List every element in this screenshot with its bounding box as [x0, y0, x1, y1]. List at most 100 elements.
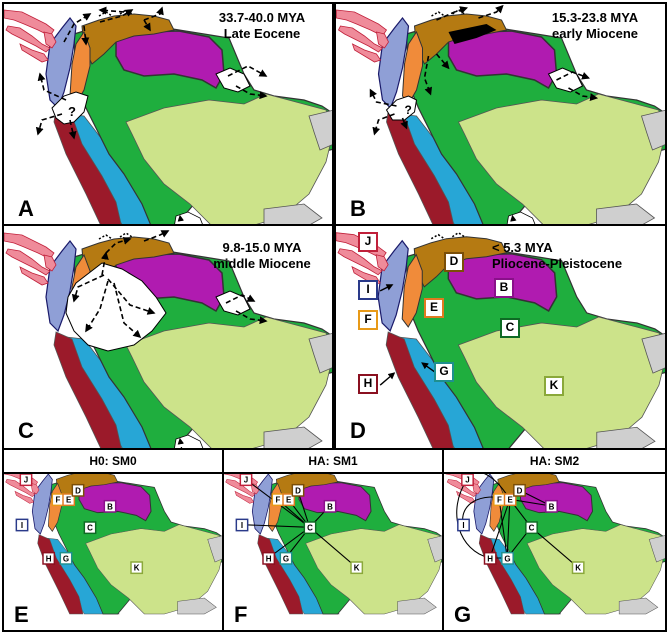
question-mark: ? [68, 104, 76, 119]
panel-letter: C [18, 418, 34, 443]
connection-line [309, 526, 357, 568]
grey-region [618, 597, 659, 615]
area-label-e: E [507, 496, 513, 505]
panel-letter: B [350, 196, 366, 221]
area-label-j: J [24, 476, 28, 485]
grey-region [177, 597, 217, 615]
area-box-h [42, 551, 56, 565]
connection-line [509, 498, 552, 507]
area-label-d: D [517, 486, 523, 495]
area-label-c: C [529, 524, 535, 533]
pebas-lake [51, 91, 89, 125]
central-america-region [30, 482, 40, 495]
guiana-shield-region [447, 30, 558, 90]
panel-d: < 5.3 MYA Pliocene-Pleistocene D J D I B … [334, 224, 667, 450]
dispersal-arrow [113, 282, 142, 339]
dispersal-arrow [369, 88, 397, 107]
area-box-i: I [358, 280, 378, 300]
map-e: J I F ED B C H G K [4, 464, 222, 615]
central-america-region [250, 482, 260, 495]
central-america-region [375, 254, 389, 272]
amazon-mouth-incursion [215, 67, 251, 93]
dispersal-arrow [35, 113, 63, 136]
area-box-g [59, 551, 73, 565]
area-label-i: I [21, 521, 23, 530]
inlet-arrow [177, 214, 185, 224]
area-box-f: F [358, 310, 378, 330]
dispersal-arrow [143, 230, 170, 242]
central-america-region [234, 490, 255, 504]
area-label-k: K [134, 564, 140, 573]
area-label-g: G [283, 554, 289, 563]
brazilian-shield-region [85, 524, 222, 615]
dispersal-arrow [71, 274, 105, 303]
area-label-k: K [575, 564, 581, 573]
area-label-b: B [107, 502, 113, 511]
area-label-h: H [46, 554, 52, 563]
area-label-e: E [66, 496, 72, 505]
inlet-arrow [177, 437, 185, 448]
area-label-b: B [327, 502, 333, 511]
area-box-c [83, 521, 97, 535]
grey-region [641, 333, 665, 374]
dispersal-arrow [105, 236, 132, 254]
panel-a: ? 33.7-40.0 MYA Late Eocene A [2, 2, 334, 226]
area-box-c [525, 521, 538, 535]
area-box-k [350, 561, 364, 575]
central-america-region [43, 254, 57, 272]
dispersal-arrow [98, 6, 125, 15]
area-box-h: H [358, 374, 378, 394]
map-a: ? [4, 4, 332, 224]
area-label-j: J [244, 476, 248, 485]
dispersal-arrow [37, 72, 67, 101]
grey-region [263, 203, 323, 224]
grey-region [308, 333, 332, 374]
area-box-j [19, 473, 33, 487]
area-box-d [291, 483, 305, 497]
panel-letter: A [18, 196, 34, 221]
dispersal-arrow [85, 280, 109, 333]
dispersal-arrow [478, 4, 504, 19]
dispersal-arrow [235, 310, 268, 325]
area-label-f: F [276, 496, 281, 505]
area-box-i [457, 518, 470, 532]
connection-line [268, 526, 310, 559]
era-label: 33.7-40.0 MYA Late Eocene [218, 10, 306, 41]
dispersal-arrow [235, 85, 268, 100]
dispersal-arrow [81, 25, 90, 46]
area-box-b [545, 499, 558, 513]
central-america-region [14, 490, 35, 504]
caribbean-islands [430, 231, 465, 240]
pointer-h [379, 372, 396, 386]
andes-region [53, 331, 122, 448]
central-america-region [19, 266, 49, 286]
central-america-region [376, 31, 389, 49]
inlet-arrow [510, 214, 517, 224]
area-label-g: G [63, 554, 69, 563]
area-box-h [262, 551, 276, 565]
era-label: < 5.3 MYA Pliocene-Pleistocene [492, 240, 623, 271]
central-america-region [337, 25, 384, 53]
andes-region [385, 331, 454, 448]
area-box-e [503, 493, 517, 507]
grey-region [263, 426, 323, 448]
grey-region [207, 535, 222, 563]
area-label-f: F [497, 496, 502, 505]
area-label-i: I [241, 521, 243, 530]
area-box-i [15, 518, 29, 532]
brazilian-shield-region [125, 316, 332, 448]
connection-line [241, 524, 310, 528]
area-box-e: E [424, 298, 444, 318]
panel-b: ? 15.3-23.8 MYA early Miocene B [334, 2, 667, 226]
amazon-mouth-incursion [547, 67, 584, 93]
pointer-g [421, 362, 437, 374]
area-label-c: C [87, 524, 93, 533]
central-america-region [5, 248, 51, 276]
area-box-h [483, 551, 497, 565]
area-box-b [323, 499, 337, 513]
dispersal-arrow [400, 117, 408, 130]
dispersal-arrow [143, 19, 151, 32]
